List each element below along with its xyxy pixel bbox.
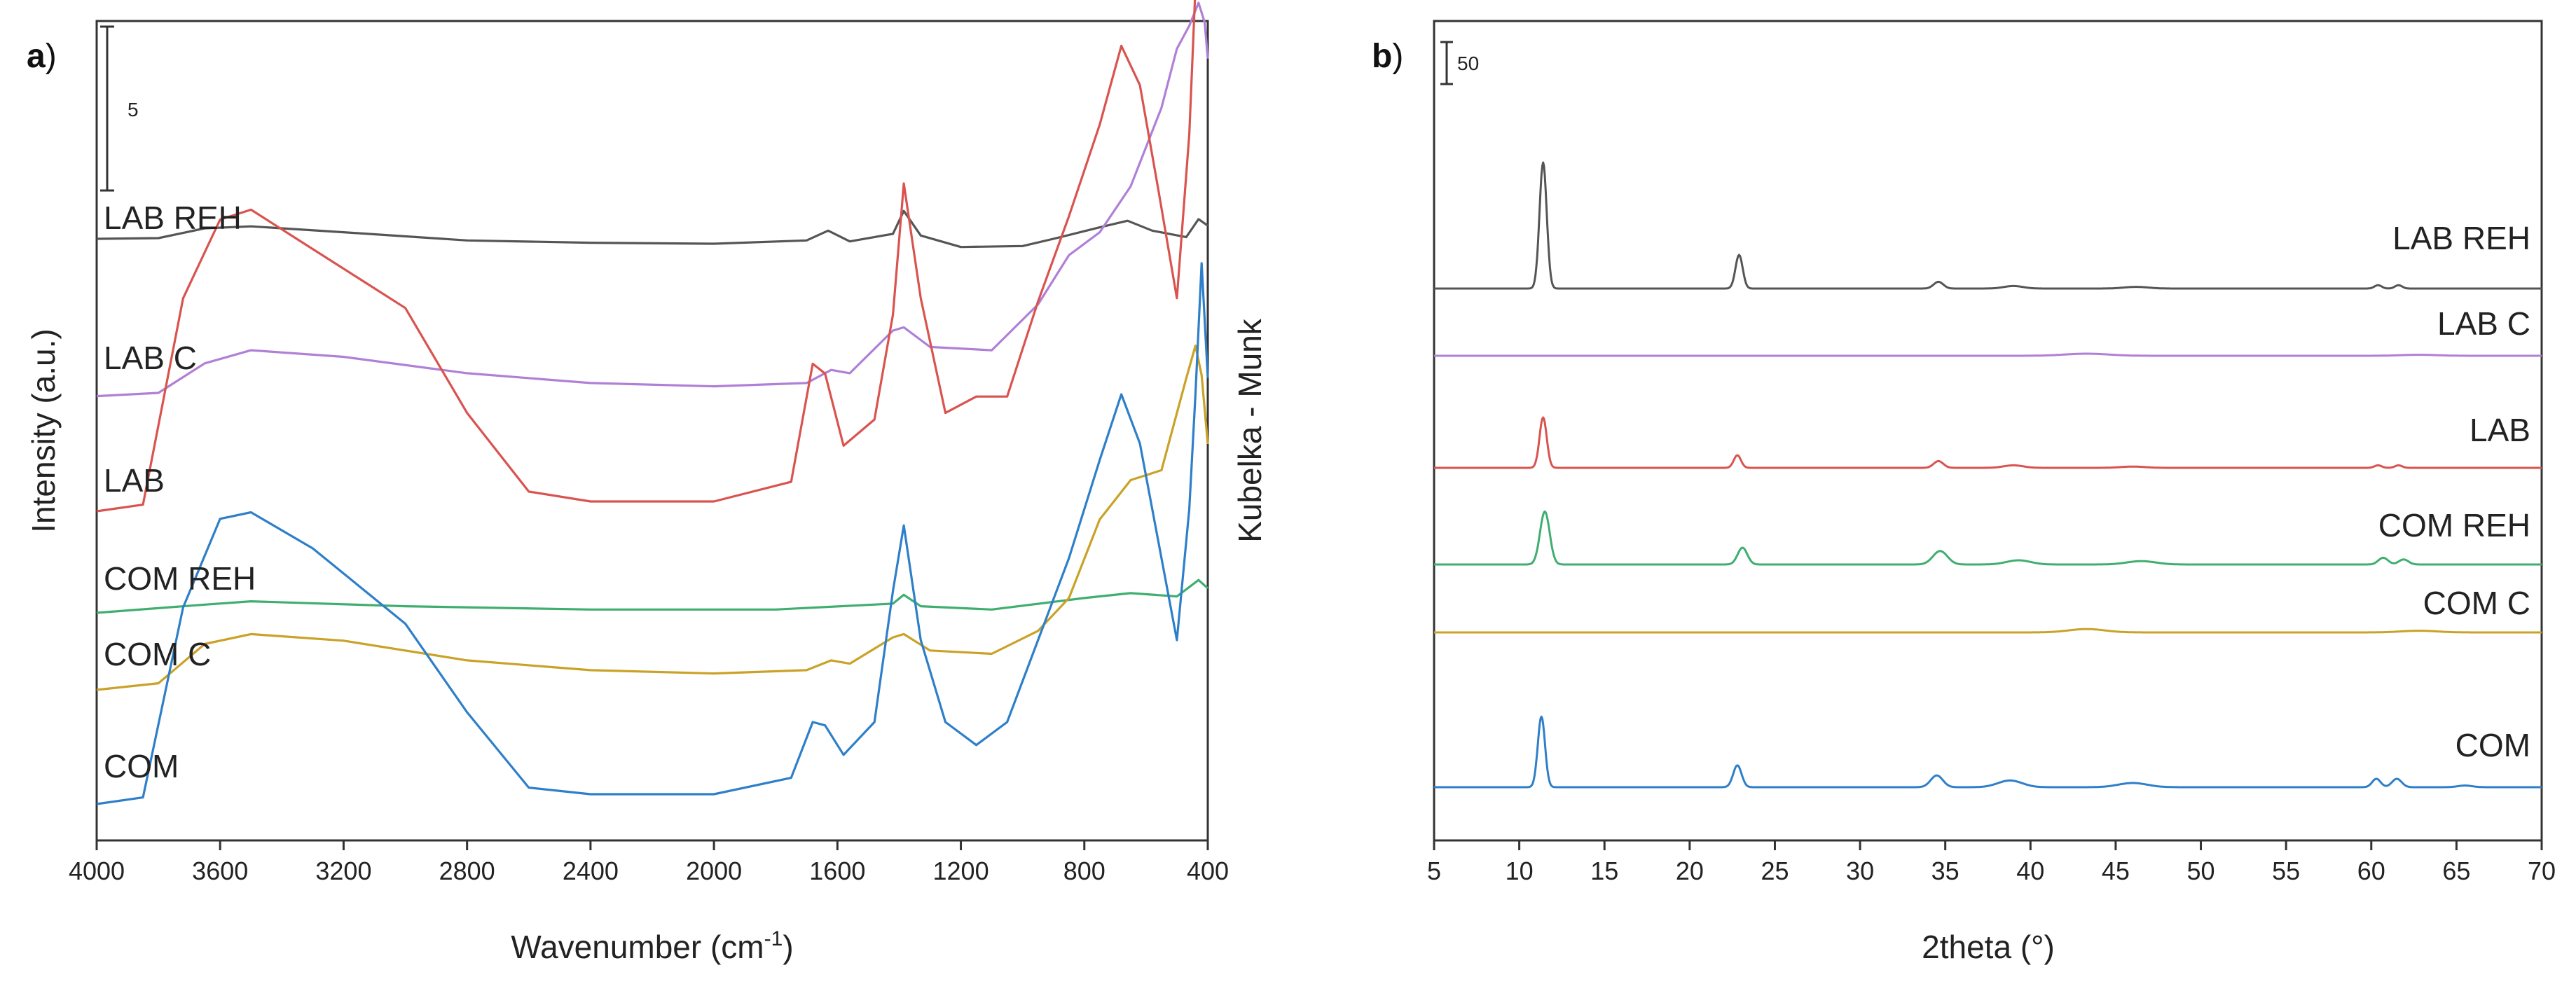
panel-a-x-tick-label-3200: 3200 (315, 857, 371, 885)
panel-a-x-tick-label-1600: 1600 (809, 857, 865, 885)
panel-a-plot-frame (95, 20, 1209, 842)
panel-b-x-tick-label-65: 65 (2442, 857, 2470, 885)
panel-a-x-tick-label-2000: 2000 (686, 857, 742, 885)
series-label-b-com: COM (2456, 727, 2530, 763)
panel-b-y-axis-title: Kubelka - Munk (1232, 318, 1268, 543)
series-line-lab-reh (96, 209, 1208, 249)
panel-b-x-tick-label-30: 30 (1846, 857, 1874, 885)
panel-b-x-tick-label-60: 60 (2357, 857, 2385, 885)
series-label-lab: LAB (104, 462, 165, 499)
panel-a-series-lines (96, 0, 1209, 805)
panel-a-x-axis-title: Wavenumber (cm-1) (511, 927, 793, 965)
panel-b-series-lines (1433, 161, 2542, 789)
panel-a-scale-bar: 5 (100, 25, 139, 192)
series-line-com-c (96, 345, 1209, 691)
series-label-com: COM (104, 748, 179, 784)
panel-b-x-tick-label-70: 70 (2528, 857, 2556, 885)
series-label-b-lab-reh: LAB REH (2392, 220, 2530, 256)
panel-b-x-tick-label-45: 45 (2102, 857, 2130, 885)
panel-a-x-tick-label-1200: 1200 (933, 857, 989, 885)
series-label-b-com-c: COM C (2423, 585, 2530, 621)
panel-a-x-tick-label-2800: 2800 (439, 857, 495, 885)
series-line-com (96, 262, 1209, 805)
panel-b-x-tick-label-40: 40 (2016, 857, 2044, 885)
panel-b-scale-bar-label: 50 (1457, 53, 1479, 74)
series-line-b-com (1433, 715, 2542, 789)
series-label-b-lab-c: LAB C (2437, 305, 2530, 342)
series-label-b-com-reh: COM REH (2378, 507, 2530, 543)
panel-a-label: a) (27, 38, 57, 75)
panel-b-x-axis: 5 10 15 20 25 30 35 40 45 50 55 60 65 70 (1427, 840, 2556, 885)
panel-b-x-axis-title: 2theta (°) (1922, 929, 2055, 965)
panel-b-x-tick-label-20: 20 (1676, 857, 1704, 885)
panel-a-x-tick-label-2400: 2400 (563, 857, 619, 885)
panel-a-scale-bar-label: 5 (128, 99, 139, 120)
panel-b-scale-bar: 50 (1440, 41, 1479, 85)
series-line-b-lab (1433, 416, 2542, 469)
panel-b-xrd-chart: b) 5 10 15 20 25 30 35 40 45 50 55 60 65 70 50 LAB RE… (1232, 20, 2556, 965)
panel-a-x-tick-label-4000: 4000 (69, 857, 125, 885)
series-line-b-com-reh (1433, 510, 2542, 566)
panel-a-x-tick-label-800: 800 (1063, 857, 1106, 885)
series-line-b-lab-reh (1433, 161, 2542, 290)
panel-b-plot-frame (1433, 20, 2543, 842)
panel-a-ftir-chart: a) 4000 3600 3200 2800 2400 2000 1600 1200 800 40… (25, 0, 1229, 965)
series-label-b-lab: LAB (2470, 412, 2530, 448)
panel-b-x-tick-label-15: 15 (1590, 857, 1618, 885)
panel-a-x-axis: 4000 3600 3200 2800 2400 2000 1600 1200 800 400 (69, 840, 1229, 885)
panel-a-y-axis-title: Intensity (a.u.) (25, 328, 62, 532)
panel-b-x-tick-label-55: 55 (2272, 857, 2300, 885)
series-label-lab-reh: LAB REH (104, 200, 242, 236)
series-line-lab (96, 0, 1197, 513)
series-line-b-com-c (1433, 628, 2542, 634)
panel-a-x-tick-label-400: 400 (1187, 857, 1229, 885)
series-label-com-reh: COM REH (104, 560, 256, 597)
panel-b-x-tick-label-5: 5 (1427, 857, 1441, 885)
series-label-com-c: COM C (104, 636, 211, 672)
panel-a-x-tick-label-3600: 3600 (192, 857, 248, 885)
panel-b-x-tick-label-10: 10 (1506, 857, 1534, 885)
series-line-lab-c (96, 1, 1209, 398)
panel-b-x-tick-label-50: 50 (2187, 857, 2215, 885)
series-label-lab-c: LAB C (104, 340, 197, 376)
panel-b-label: b) (1372, 38, 1403, 75)
panel-b-x-tick-label-35: 35 (1931, 857, 1959, 885)
series-line-b-lab-c (1433, 352, 2542, 357)
series-line-com-reh (96, 578, 1209, 614)
panel-b-x-tick-label-25: 25 (1761, 857, 1789, 885)
